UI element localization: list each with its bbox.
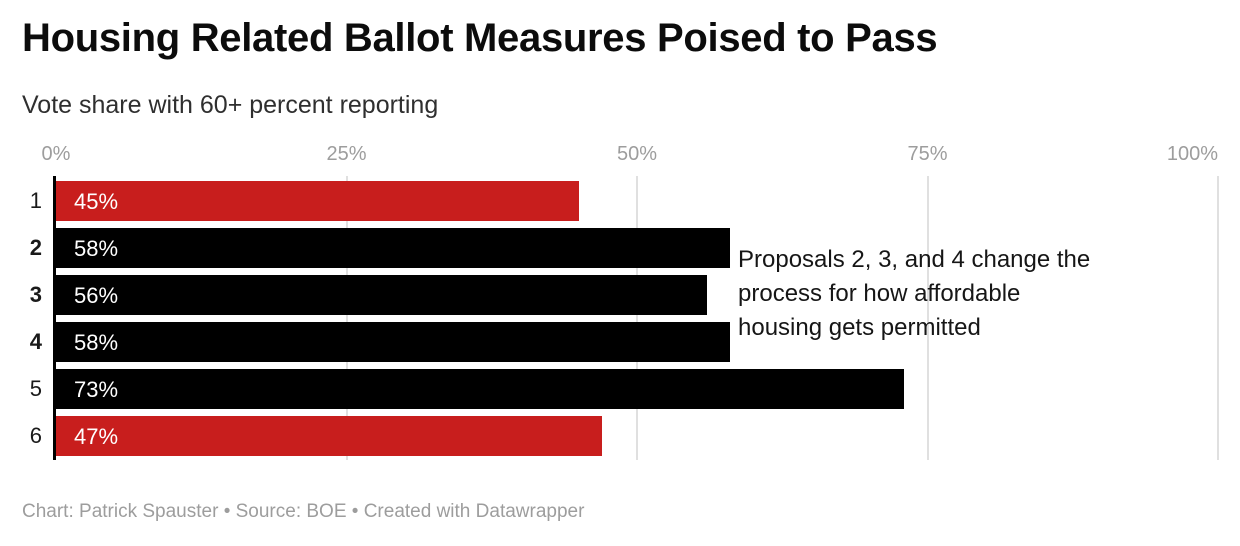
- bar-value-label: 58%: [74, 236, 119, 261]
- bar-value-label: 45%: [74, 189, 119, 214]
- gridline: [926, 176, 929, 460]
- bar-value-label: 58%: [74, 330, 119, 355]
- x-axis-tick-label: 25%: [326, 143, 367, 165]
- chart-subtitle: Vote share with 60+ percent reporting: [22, 91, 439, 119]
- bar-value-label: 73%: [74, 377, 119, 402]
- x-axis-tick-label: 50%: [616, 143, 658, 165]
- annotation-line: process for how affordable: [738, 280, 1021, 307]
- annotation-line: housing gets permitted: [738, 314, 981, 341]
- bar: 45%: [56, 181, 579, 221]
- chart-byline: Chart: Patrick Spauster • Source: BOE • …: [22, 501, 585, 522]
- annotation-text: Proposals 2, 3, and 4 change the process …: [738, 243, 1168, 345]
- row-category-label: 6: [29, 423, 42, 448]
- x-axis-tick-label: 0%: [41, 143, 71, 165]
- row-category-label: 4: [29, 329, 42, 354]
- row-category-label: 3: [29, 282, 42, 307]
- annotation-line: Proposals 2, 3, and 4 change the: [738, 246, 1091, 273]
- gridline: [636, 176, 638, 460]
- bar: 47%: [56, 416, 603, 456]
- bar-value-label: 56%: [74, 283, 119, 308]
- y-axis-baseline: [53, 176, 56, 460]
- bar: 58%: [56, 228, 730, 268]
- x-axis-tick-label: 75%: [907, 143, 948, 165]
- bar: 56%: [56, 275, 707, 315]
- row-category-label: 5: [29, 376, 42, 401]
- row-category-label: 2: [29, 235, 42, 260]
- bar: 73%: [56, 369, 905, 409]
- gridline: [345, 176, 348, 460]
- row-category-label: 1: [29, 188, 42, 213]
- bar-value-label: 47%: [74, 424, 119, 449]
- x-axis-tick-label: 100%: [1166, 143, 1218, 165]
- chart-title: Housing Related Ballot Measures Poised t…: [22, 16, 938, 60]
- gridline: [1217, 176, 1219, 460]
- bar: 58%: [56, 322, 730, 362]
